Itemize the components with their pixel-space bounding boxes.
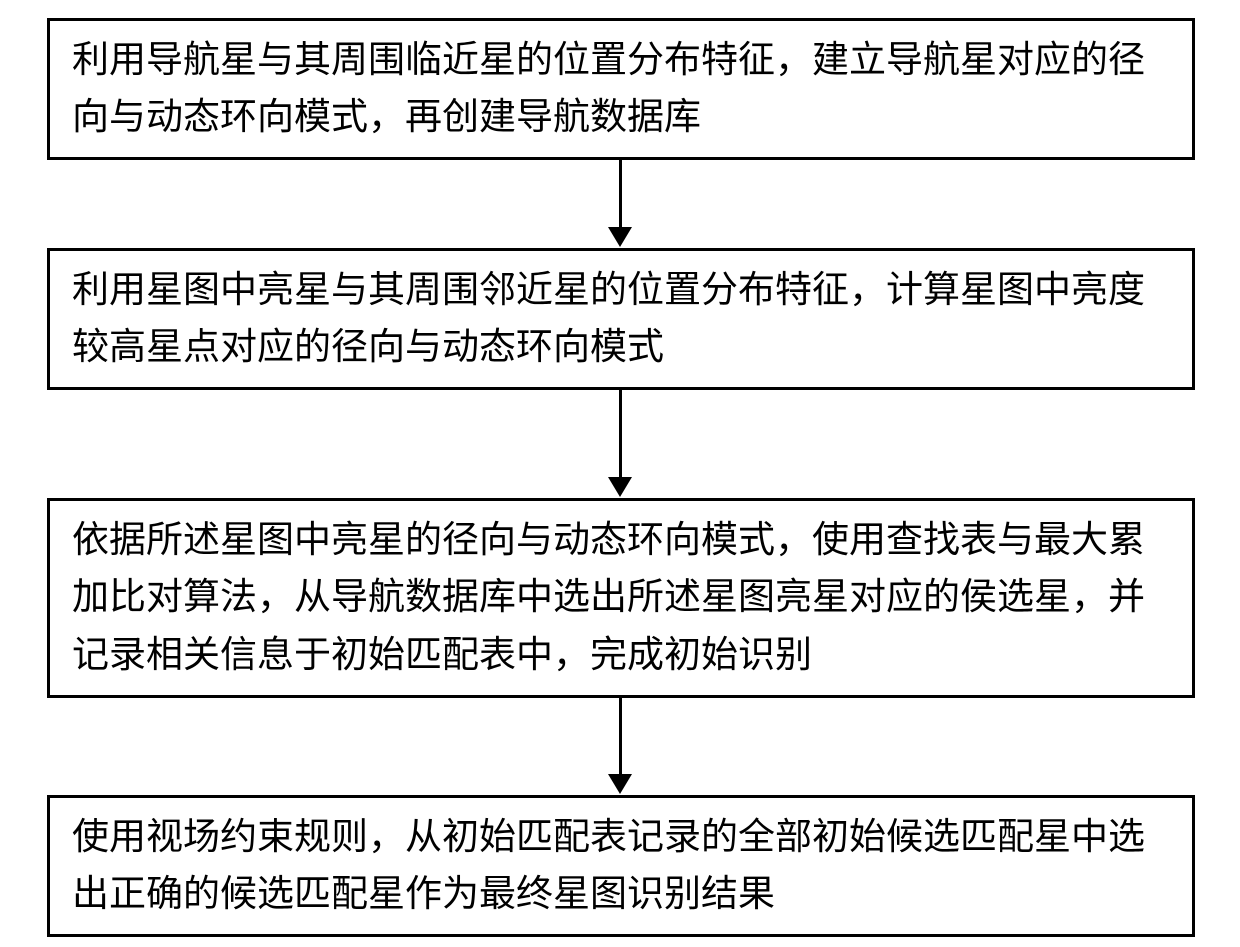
flow-node-3: 依据所述星图中亮星的径向与动态环向模式，使用查找表与最大累加比对算法，从导航数据… xyxy=(47,498,1195,698)
flowchart-container: 利用导航星与其周围临近星的位置分布特征，建立导航星对应的径向与动态环向模式，再创… xyxy=(0,0,1240,947)
arrow-line xyxy=(619,390,622,478)
arrow-head-icon xyxy=(608,477,632,497)
flow-node-2-text: 利用星图中亮星与其周围邻近星的位置分布特征，计算星图中亮度较高星点对应的径向与动… xyxy=(72,262,1170,377)
flow-node-3-text: 依据所述星图中亮星的径向与动态环向模式，使用查找表与最大累加比对算法，从导航数据… xyxy=(72,512,1170,684)
arrow-line xyxy=(619,698,622,775)
flow-node-1: 利用导航星与其周围临近星的位置分布特征，建立导航星对应的径向与动态环向模式，再创… xyxy=(47,18,1195,160)
arrow-head-icon xyxy=(608,227,632,247)
flow-node-4-text: 使用视场约束规则，从初始匹配表记录的全部初始候选匹配星中选出正确的候选匹配星作为… xyxy=(72,809,1170,924)
flow-node-2: 利用星图中亮星与其周围邻近星的位置分布特征，计算星图中亮度较高星点对应的径向与动… xyxy=(47,248,1195,390)
flow-node-4: 使用视场约束规则，从初始匹配表记录的全部初始候选匹配星中选出正确的候选匹配星作为… xyxy=(47,795,1195,937)
flow-arrow-2 xyxy=(608,390,632,497)
arrow-head-icon xyxy=(608,774,632,794)
arrow-line xyxy=(619,160,622,228)
flow-arrow-1 xyxy=(608,160,632,247)
flow-arrow-3 xyxy=(608,698,632,794)
flow-node-1-text: 利用导航星与其周围临近星的位置分布特征，建立导航星对应的径向与动态环向模式，再创… xyxy=(72,32,1170,147)
